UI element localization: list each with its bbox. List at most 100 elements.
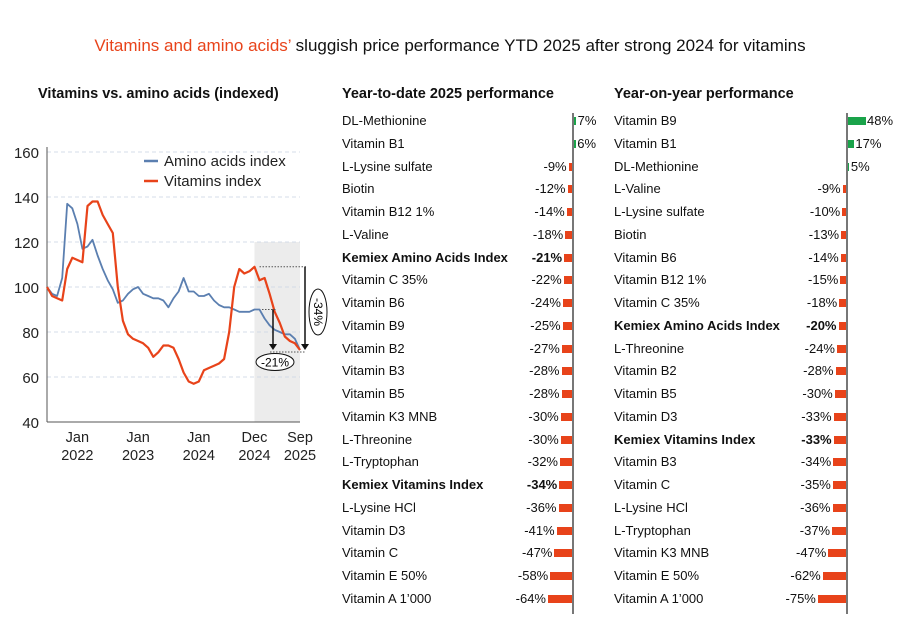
y-tick-label: 80	[22, 325, 39, 342]
bar-value-label: -75%	[785, 590, 816, 606]
bar-row: Vitamin B12 1% -14%	[342, 202, 632, 222]
bar-row: Vitamin E 50% -62%	[614, 566, 900, 586]
bar-row: L-Lysine HCl -36%	[614, 498, 900, 518]
bar	[560, 458, 572, 467]
y-tick-label: 40	[22, 415, 39, 432]
bar-row: Vitamin B1 17%	[614, 134, 900, 154]
bar-category-label: Vitamin B1	[342, 135, 405, 151]
bar-row: L-Lysine HCl -36%	[342, 498, 632, 518]
annotation-label: -34%	[311, 298, 325, 326]
bar	[560, 435, 572, 444]
bar-row: Vitamin B5 -30%	[614, 384, 900, 404]
bar-category-label: Vitamin D3	[614, 408, 678, 424]
bar-value-label: 6%	[577, 135, 597, 151]
bar-value-label: -14%	[808, 249, 839, 265]
bar-value-label: -22%	[531, 272, 562, 288]
bar-category-label: L-Tryptophan	[614, 522, 691, 538]
bar-category-label: L-Lysine sulfate	[614, 204, 705, 220]
bar-value-label: -27%	[529, 340, 560, 356]
x-tick-label: Jan	[126, 430, 149, 446]
bar-value-label: -9%	[543, 158, 567, 174]
bar-value-label: -12%	[535, 181, 566, 197]
bar-value-label: -14%	[534, 204, 565, 220]
bar-row: Vitamin B9 -25%	[342, 316, 632, 336]
bar-value-label: -35%	[800, 477, 831, 493]
bar	[567, 185, 572, 194]
bar	[842, 208, 846, 217]
x-tick-label: Jan	[66, 430, 89, 446]
bar-row: L-Tryptophan -37%	[614, 521, 900, 541]
bar-category-label: Vitamin E 50%	[614, 568, 700, 584]
bar-category-label: Vitamin D3	[342, 522, 406, 538]
bar-value-label: -62%	[790, 568, 821, 584]
arrow-head	[301, 344, 309, 350]
bar-row: Vitamin B5 -28%	[342, 384, 632, 404]
bar-category-label: Vitamin B5	[614, 386, 677, 402]
bar-value-label: -18%	[806, 295, 838, 311]
bar-row: Vitamin K3 MNB -47%	[614, 543, 900, 563]
y-tick-label: 100	[14, 280, 39, 297]
ytd-chart-title: Year-to-date 2025 performance	[342, 86, 554, 102]
annotation-ellipse	[308, 288, 328, 336]
bar-value-label: -24%	[530, 295, 561, 311]
bar-category-label: Vitamin B6	[342, 295, 405, 311]
bar	[817, 594, 846, 603]
bar-value-label: -30%	[528, 431, 559, 447]
bar-value-label: -15%	[808, 272, 839, 288]
bar	[840, 276, 846, 285]
bar-value-label: -58%	[517, 568, 549, 584]
bar-row: Vitamin B6 -14%	[614, 248, 900, 268]
bar	[837, 344, 846, 353]
bar	[839, 299, 846, 308]
bar-row: Vitamin B3 -34%	[614, 452, 900, 472]
bar-category-label: L-Valine	[614, 181, 661, 197]
legend-label: Amino acids index	[164, 153, 286, 170]
y-tick-label: 160	[14, 145, 39, 162]
bar-row: L-Valine -9%	[614, 179, 900, 199]
chart-title: Vitamins and amino acids’ sluggish price…	[0, 36, 900, 56]
bar-row: L-Threonine -24%	[614, 339, 900, 359]
bar-row: Kemiex Amino Acids Index -21%	[342, 248, 632, 268]
annotation-ellipse	[255, 353, 295, 371]
bar-value-label: -28%	[529, 386, 560, 402]
bar-row: Vitamin B9 48%	[614, 111, 900, 131]
bar-category-label: L-Lysine sulfate	[342, 158, 433, 174]
bar-value-label: -47%	[522, 545, 553, 561]
bar-category-label: Vitamin C	[614, 477, 671, 493]
bar-category-label: Vitamin B2	[342, 340, 405, 356]
bar-row: Kemiex Vitamins Index -34%	[342, 475, 632, 495]
annotation-label: -21%	[261, 356, 289, 370]
bar-value-label: -28%	[803, 363, 834, 379]
bar-category-label: Vitamin A 1’000	[342, 590, 432, 606]
bar-value-label: -32%	[527, 454, 558, 470]
bar-category-label: Kemiex Amino Acids Index	[342, 249, 508, 265]
bar	[832, 503, 846, 512]
bar	[561, 390, 572, 399]
bar-category-label: Vitamin E 50%	[342, 568, 428, 584]
bar	[838, 321, 846, 330]
bar-value-label: -36%	[800, 499, 831, 515]
bar-value-label: -36%	[526, 499, 557, 515]
bar-category-label: Vitamin B1	[614, 135, 677, 151]
bar	[566, 208, 572, 217]
x-tick-label: Sep	[287, 430, 313, 446]
bar-category-label: L-Lysine HCl	[614, 499, 688, 515]
bar	[832, 481, 846, 490]
bar	[832, 526, 846, 535]
bar-category-label: Vitamin B9	[614, 113, 677, 128]
bar-row: Vitamin B3 -28%	[342, 361, 632, 381]
bar-category-label: Vitamin B12 1%	[342, 204, 435, 220]
bar-category-label: L-Threonine	[614, 340, 685, 356]
bar-row: Vitamin B1 6%	[342, 134, 632, 154]
bar-category-label: L-Lysine HCl	[342, 499, 416, 515]
bar-row: L-Lysine sulfate -10%	[614, 202, 900, 222]
bar-value-label: -21%	[531, 249, 563, 265]
bar	[561, 344, 572, 353]
bar-category-label: Vitamin B5	[342, 386, 405, 402]
y-tick-label: 120	[14, 235, 39, 252]
x-tick-label: 2023	[122, 448, 154, 464]
bar-value-label: -18%	[532, 226, 564, 242]
bar-category-label: Vitamin B9	[342, 317, 405, 333]
bar-row: Vitamin B6 -24%	[342, 293, 632, 313]
bar-row: Vitamin A 1’000 -75%	[614, 589, 900, 609]
